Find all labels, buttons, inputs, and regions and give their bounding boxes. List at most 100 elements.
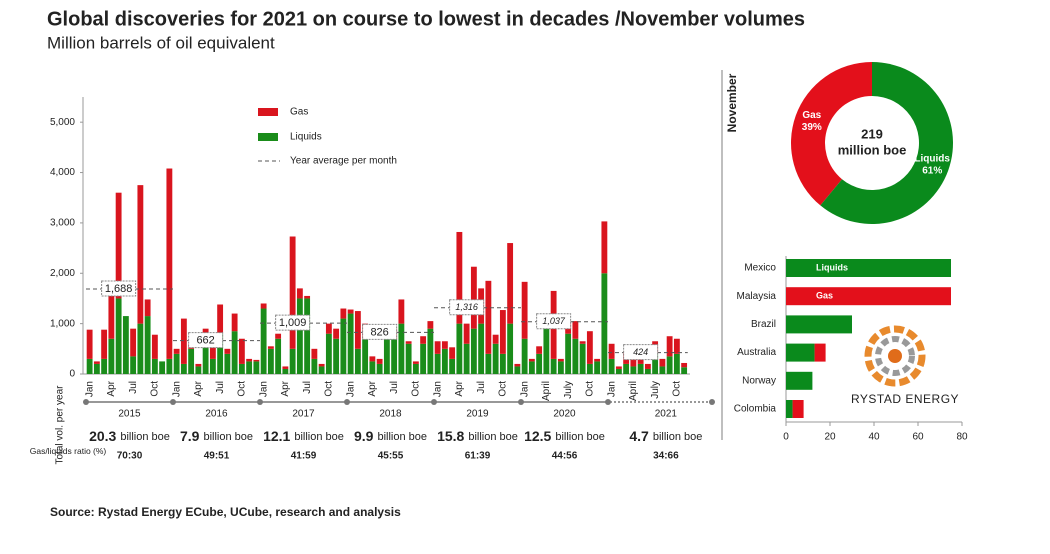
bar-gas <box>238 338 245 364</box>
year-total-value: 12.5 <box>524 428 551 444</box>
bar-gas <box>340 308 347 319</box>
year-dot <box>170 399 176 405</box>
bar-gas <box>601 221 608 274</box>
y-tick-label: 1,000 <box>50 318 75 329</box>
bar-gas <box>246 358 253 362</box>
bar-gas <box>137 185 144 324</box>
bar-gas <box>289 236 296 349</box>
year-label: 2021 <box>655 409 678 420</box>
bar-liquids <box>514 366 521 374</box>
ratio: 34:66 <box>653 451 679 462</box>
average-label: 662 <box>196 335 214 347</box>
bar-gas <box>354 311 361 349</box>
bar-gas <box>275 333 282 339</box>
x-tick-label: Jan <box>432 381 443 397</box>
x-tick-label: Oct <box>150 381 161 397</box>
bar-liquids <box>412 363 419 374</box>
bar-gas <box>93 361 100 364</box>
bar-gas <box>347 309 354 314</box>
bar-liquids <box>108 338 115 374</box>
bar-liquids <box>470 328 477 374</box>
bar-gas <box>449 347 456 359</box>
bar-liquids <box>659 366 666 374</box>
bar-gas <box>536 346 543 354</box>
bar-liquids <box>347 313 354 374</box>
bar-gas <box>528 358 535 362</box>
bar-gas <box>630 356 637 367</box>
year-dot <box>518 399 524 405</box>
bar-liquids <box>122 316 129 374</box>
average-box <box>362 323 398 340</box>
bar-liquids <box>224 353 231 374</box>
bar-gas <box>108 288 115 339</box>
y-tick-label: 0 <box>69 369 75 380</box>
bar-gas <box>659 358 666 367</box>
bar-gas <box>209 346 216 359</box>
bar-liquids <box>209 358 216 374</box>
bar-gas <box>434 341 441 354</box>
bar-gas <box>253 359 260 362</box>
hbar <box>792 400 804 418</box>
slice-value: 61% <box>922 165 942 176</box>
average-label: 1,009 <box>279 317 307 329</box>
bar-liquids <box>130 356 137 374</box>
year-total: 9.9 billion boe <box>354 428 427 444</box>
bar-liquids <box>296 298 303 374</box>
year-dot <box>83 399 89 405</box>
logo <box>864 325 926 387</box>
bar-liquids <box>528 361 535 374</box>
bar-liquids <box>275 338 282 374</box>
year-label: 2020 <box>553 409 576 420</box>
bar-gas <box>115 192 122 299</box>
bar-liquids <box>340 318 347 374</box>
y-tick-label: 3,000 <box>50 218 75 229</box>
average-box <box>101 280 137 297</box>
bar-liquids <box>289 348 296 374</box>
x-tick-label: 20 <box>824 432 836 443</box>
bar-gas <box>412 361 419 364</box>
bar-liquids <box>608 358 615 374</box>
bar-gas <box>681 362 688 368</box>
bar-liquids <box>376 363 383 374</box>
bar-liquids <box>449 358 456 374</box>
bar-liquids <box>427 328 434 374</box>
bar-liquids <box>485 353 492 374</box>
bar-gas <box>144 299 151 317</box>
year-total: 12.5 billion boe <box>524 428 605 444</box>
category-label: Colombia <box>734 404 777 415</box>
average-label: 424 <box>633 347 648 357</box>
bar-liquids <box>304 298 311 374</box>
x-tick-label: Jan <box>606 381 617 397</box>
year-label: 2017 <box>292 409 315 420</box>
bar-liquids <box>557 361 564 374</box>
bar-liquids <box>405 343 412 374</box>
source: Source: Rystad Energy ECube, UCube, rese… <box>50 505 401 519</box>
x-tick-label: Apr <box>367 380 378 396</box>
bar-gas <box>311 348 318 359</box>
bar-liquids <box>383 338 390 374</box>
slice-value: 39% <box>802 122 822 133</box>
bar-liquids <box>550 358 557 374</box>
bar-gas <box>572 321 579 339</box>
bar-gas <box>260 303 267 309</box>
bar-gas <box>130 328 137 357</box>
bar-liquids <box>565 333 572 374</box>
bar-liquids <box>144 316 151 374</box>
donut-slice <box>791 62 872 206</box>
bar-liquids <box>333 338 340 374</box>
x-tick-label: 0 <box>783 432 789 443</box>
bar-liquids <box>173 353 180 374</box>
year-dot <box>709 399 715 405</box>
hbar <box>786 371 813 390</box>
y-tick-label: 5,000 <box>50 117 75 128</box>
bar-liquids <box>311 358 318 374</box>
bar-liquids <box>260 308 267 374</box>
bar-liquids <box>202 338 209 374</box>
bar-gas <box>594 358 601 362</box>
average-box <box>275 314 311 331</box>
bar-liquids <box>492 343 499 374</box>
legend-swatch <box>258 133 278 141</box>
bar-gas <box>405 341 412 344</box>
bar-liquids <box>159 361 166 374</box>
bar-liquids <box>217 333 224 374</box>
